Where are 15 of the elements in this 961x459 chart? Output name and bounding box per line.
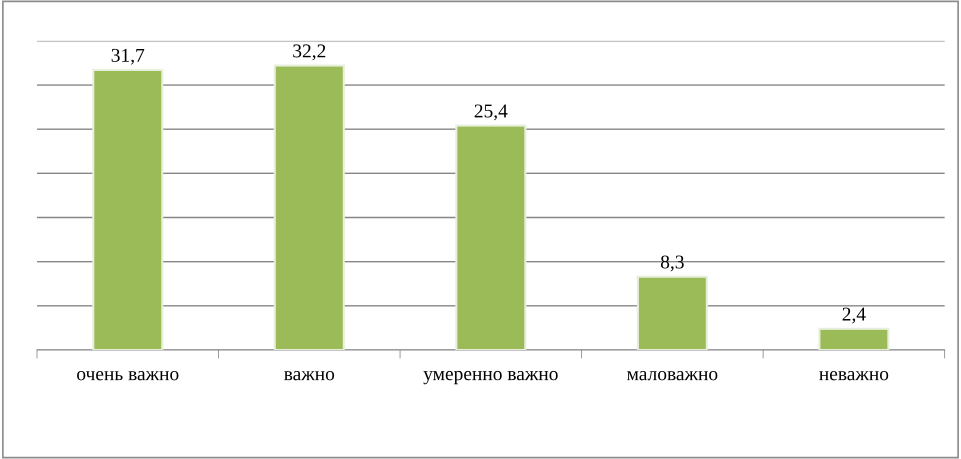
x-tick-label: неважно — [819, 370, 888, 380]
data-label: 31,7 — [112, 48, 144, 65]
x-tick-label: очень важно — [77, 370, 178, 380]
bar — [455, 124, 526, 350]
bar — [636, 276, 708, 350]
x-tick-label: важно — [284, 370, 334, 380]
bar — [92, 68, 164, 350]
bar — [818, 328, 890, 350]
data-label: 25,4 — [474, 104, 508, 120]
data-label: 2,4 — [842, 308, 866, 324]
bar — [274, 64, 345, 350]
data-label: 8,3 — [660, 255, 684, 272]
x-tick-label: умеренно важно — [423, 370, 558, 384]
x-tick-label: маловажно — [627, 370, 718, 380]
data-label: 32,2 — [293, 44, 326, 60]
